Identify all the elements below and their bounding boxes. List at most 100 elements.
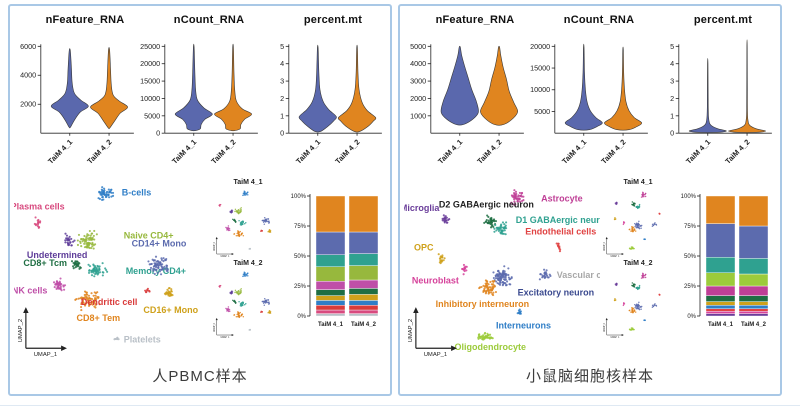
umap-x-axis-label: UMAP_1 bbox=[610, 255, 620, 257]
y-tick-label: 4000 bbox=[20, 71, 36, 80]
umap-cluster bbox=[147, 255, 169, 276]
bar-segment bbox=[315, 313, 346, 317]
umap-cluster bbox=[163, 286, 174, 298]
umap-cluster bbox=[651, 303, 658, 309]
umap-small-multiples: TaiM 4_1 UMAP_1 UMAP_2 TaiM 4_2 UMAP_1 UMAP_2 bbox=[600, 176, 676, 340]
violin-plot-title: nCount_RNA bbox=[173, 14, 245, 26]
y-tick-label: 4000 bbox=[410, 59, 426, 68]
x-sample-label: TaiM 4_1 bbox=[560, 138, 588, 166]
cluster-label: Interneurons bbox=[496, 321, 551, 331]
y-tick-label: 5000 bbox=[534, 107, 550, 116]
cluster-label: Plasma cells bbox=[14, 201, 65, 211]
bar-segment bbox=[315, 309, 346, 314]
umap-cluster bbox=[229, 290, 234, 295]
bar-segment bbox=[705, 313, 736, 317]
bar-y-tick-label: 75% bbox=[684, 224, 697, 230]
bar-y-tick-label: 100% bbox=[681, 194, 697, 200]
umap-cluster bbox=[628, 327, 635, 331]
y-tick-label: 0 bbox=[670, 129, 674, 138]
umap-cluster bbox=[651, 222, 658, 228]
y-tick-label: 2 bbox=[670, 94, 674, 103]
umap-cluster bbox=[238, 301, 247, 307]
y-tick-label: 10000 bbox=[140, 94, 160, 103]
x-sample-label: TaiM 4_2 bbox=[333, 138, 361, 166]
bar-segment bbox=[738, 195, 769, 227]
cluster-label: Microglia bbox=[404, 203, 440, 213]
y-tick-label: 4 bbox=[670, 59, 674, 68]
umap-cluster bbox=[614, 282, 618, 287]
violin-shape-2 bbox=[604, 46, 643, 131]
umap-cluster bbox=[516, 308, 522, 315]
umap-cluster bbox=[218, 284, 222, 288]
violin-shape-1 bbox=[50, 48, 89, 129]
umap-cluster bbox=[218, 203, 222, 207]
umap-cluster bbox=[640, 272, 647, 279]
cluster-label: NK cells bbox=[14, 285, 47, 295]
cluster-label: OPC bbox=[414, 242, 434, 252]
cluster-label: CD8+ Tcm bbox=[23, 258, 67, 268]
umap-cluster bbox=[492, 265, 513, 287]
violin-plot-canvas: 0 1 2 3 4 5 TaiM 4_1 TaiM 4_2 bbox=[670, 39, 772, 166]
bar-y-tick-label: 25% bbox=[684, 284, 697, 290]
bar-segment bbox=[705, 304, 736, 309]
umap-cluster bbox=[613, 297, 617, 302]
bar-segment bbox=[738, 295, 769, 302]
violin-shape-2 bbox=[480, 45, 518, 126]
x-sample-label: TaiM 4_1 bbox=[46, 138, 74, 166]
y-tick-label: 10000 bbox=[530, 85, 550, 94]
small-umap-title: TaiM 4_2 bbox=[233, 260, 263, 267]
umap-x-axis-label: UMAP_1 bbox=[34, 352, 57, 358]
panel-mouse-brain: nFeature_RNA 1000 2000 3000 4000 5000 TaiM 4_1… bbox=[398, 4, 782, 396]
small-umap-title: TaiM 4_2 bbox=[623, 260, 653, 267]
violin-row: nFeature_RNA 2000 4000 6000 TaiM 4_1 TaiM 4_2… bbox=[16, 14, 388, 172]
violin-plot-canvas: 5000 10000 15000 20000 TaiM 4_1 TaiM 4_2 bbox=[530, 42, 648, 166]
y-tick-label: 3 bbox=[280, 77, 284, 86]
umap-cluster bbox=[477, 331, 494, 341]
umap-cluster bbox=[631, 282, 636, 288]
umap-y-axis-label: UMAP_2 bbox=[603, 241, 606, 251]
small-umap: TaiM 4_2 UMAP_1 UMAP_2 bbox=[210, 259, 286, 338]
umap-row: Astrocyte D2 GABAergic neuronMicroglia D1 … bbox=[400, 176, 776, 368]
y-tick-label: 0 bbox=[156, 129, 160, 138]
bar-y-tick-label: 50% bbox=[294, 254, 307, 260]
bar-segment bbox=[348, 265, 379, 281]
umap-cluster bbox=[267, 309, 272, 314]
y-tick-label: 15000 bbox=[140, 77, 160, 86]
umap-cluster bbox=[233, 230, 245, 238]
bar-segment bbox=[315, 304, 346, 311]
bar-segment bbox=[705, 256, 736, 273]
cluster-label: CD8+ Tem bbox=[76, 313, 120, 323]
violin-shape-1 bbox=[174, 43, 213, 132]
y-tick-label: 2 bbox=[280, 94, 284, 103]
umap-cluster bbox=[628, 306, 637, 314]
violin-subplot: percent.mt 0 1 2 3 4 5 TaiM 4_1 TaiM 4_2 bbox=[654, 14, 778, 172]
bar-segment bbox=[348, 309, 379, 314]
umap-main-plot: Astrocyte D2 GABAergic neuronMicroglia D1 … bbox=[400, 176, 611, 362]
umap-cluster bbox=[70, 260, 82, 270]
small-umap-title: TaiM 4_1 bbox=[623, 179, 653, 186]
bar-segment bbox=[705, 272, 736, 287]
bar-segment bbox=[315, 266, 346, 282]
umap-x-axis-label: UMAP_1 bbox=[424, 352, 447, 358]
umap-cluster bbox=[97, 186, 115, 202]
panel-human-pbmc: nFeature_RNA 2000 4000 6000 TaiM 4_1 TaiM 4_2… bbox=[8, 4, 392, 396]
cluster-label: Vascular cell bbox=[557, 270, 600, 280]
bar-y-tick-label: 100% bbox=[291, 194, 307, 200]
violin-row: nFeature_RNA 1000 2000 3000 4000 5000 TaiM 4_1… bbox=[406, 14, 778, 172]
bar-segment bbox=[705, 310, 736, 314]
bar-segment bbox=[315, 280, 346, 290]
umap-cluster bbox=[631, 201, 636, 207]
y-tick-label: 2000 bbox=[410, 94, 426, 103]
violin-plot-canvas: 2000 4000 6000 TaiM 4_1 TaiM 4_2 bbox=[20, 42, 134, 166]
panel-caption: 人PBMC样本 bbox=[152, 368, 248, 385]
umap-cluster bbox=[233, 311, 245, 319]
x-sample-label: TaiM 4_2 bbox=[209, 138, 237, 166]
bar-segment bbox=[738, 301, 769, 306]
cluster-label: Naive CD4+ bbox=[124, 231, 174, 241]
umap-small-canvas: UMAP_1 UMAP_2 bbox=[603, 191, 661, 257]
y-tick-label: 4 bbox=[280, 59, 284, 68]
bar-x-label: TaiM 4_1 bbox=[708, 322, 734, 328]
cluster-label: Neuroblast bbox=[412, 276, 459, 286]
umap-y-axis-label: UMAP_2 bbox=[213, 322, 216, 332]
